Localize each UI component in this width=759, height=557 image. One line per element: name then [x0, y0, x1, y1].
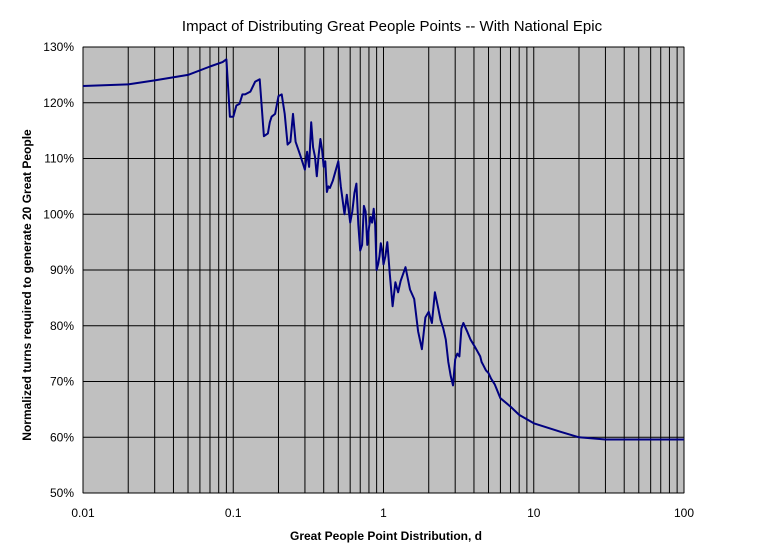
x-tick-label: 0.01: [71, 506, 95, 520]
series-line: [82, 58, 684, 441]
y-tick-label: 80%: [50, 319, 74, 333]
grid: [82, 46, 685, 494]
x-tick-label: 10: [527, 506, 541, 520]
series-layer: [82, 58, 684, 441]
y-tick-label: 100%: [43, 207, 74, 221]
tick-labels: 0.01 0.1 1 10 100 50% 60% 70% 80% 90% 100% 110% 120%…: [43, 40, 694, 520]
y-tick-label: 120%: [43, 96, 74, 110]
x-axis-label: Great People Point Distribution, d: [290, 529, 482, 543]
y-tick-label: 60%: [50, 430, 74, 444]
x-tick-label: 0.1: [225, 506, 242, 520]
x-tick-label: 100: [674, 506, 694, 520]
y-tick-label: 130%: [43, 40, 74, 54]
x-tick-label: 1: [380, 506, 387, 520]
y-axis-label: Normalized turns required to generate 20…: [20, 129, 34, 441]
y-tick-label: 90%: [50, 263, 74, 277]
y-tick-label: 50%: [50, 486, 74, 500]
chart-title: Impact of Distributing Great People Poin…: [182, 18, 603, 35]
y-tick-label: 110%: [44, 152, 74, 166]
y-tick-label: 70%: [50, 375, 74, 389]
